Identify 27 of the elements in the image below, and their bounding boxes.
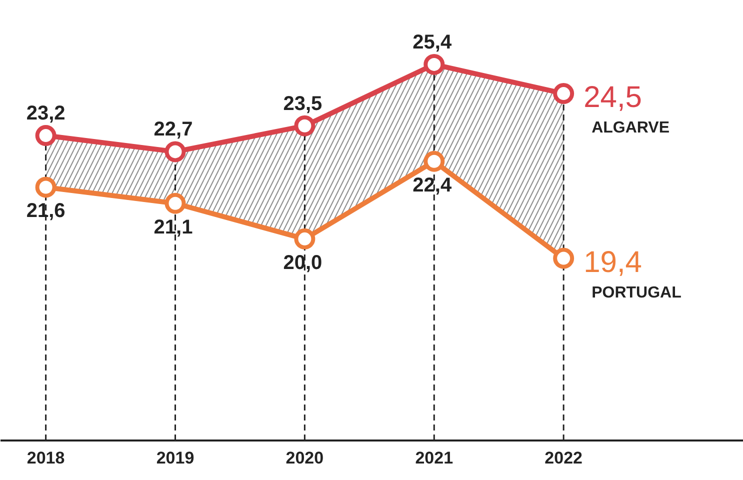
data-label: 25,4 bbox=[412, 31, 452, 54]
point bbox=[164, 141, 186, 162]
x-tick-label: 2018 bbox=[26, 448, 65, 468]
series-label: PORTUGAL bbox=[592, 284, 682, 302]
data-label: 22,7 bbox=[154, 118, 193, 141]
data-label: 20,0 bbox=[283, 252, 322, 274]
data-label: 22,4 bbox=[412, 174, 452, 196]
data-label: 21,6 bbox=[26, 200, 66, 222]
x-tick-label: 2021 bbox=[415, 448, 454, 468]
data-label: 24,5 bbox=[584, 81, 642, 114]
point bbox=[35, 176, 56, 198]
data-label: 23,5 bbox=[283, 92, 322, 115]
data-label: 19,4 bbox=[584, 246, 642, 279]
series-label: ALGARVE bbox=[592, 120, 670, 137]
x-tick-label: 2019 bbox=[156, 448, 194, 468]
x-tick-label: 2022 bbox=[544, 448, 582, 468]
point bbox=[553, 248, 574, 269]
point bbox=[424, 54, 445, 75]
data-label: 21,1 bbox=[154, 216, 193, 238]
point bbox=[294, 228, 316, 250]
point bbox=[424, 150, 445, 172]
point bbox=[164, 192, 186, 214]
point bbox=[294, 115, 316, 136]
x-tick-label: 2020 bbox=[286, 448, 324, 468]
point bbox=[35, 125, 56, 146]
point bbox=[553, 83, 574, 104]
data-label: 23,2 bbox=[26, 102, 66, 125]
